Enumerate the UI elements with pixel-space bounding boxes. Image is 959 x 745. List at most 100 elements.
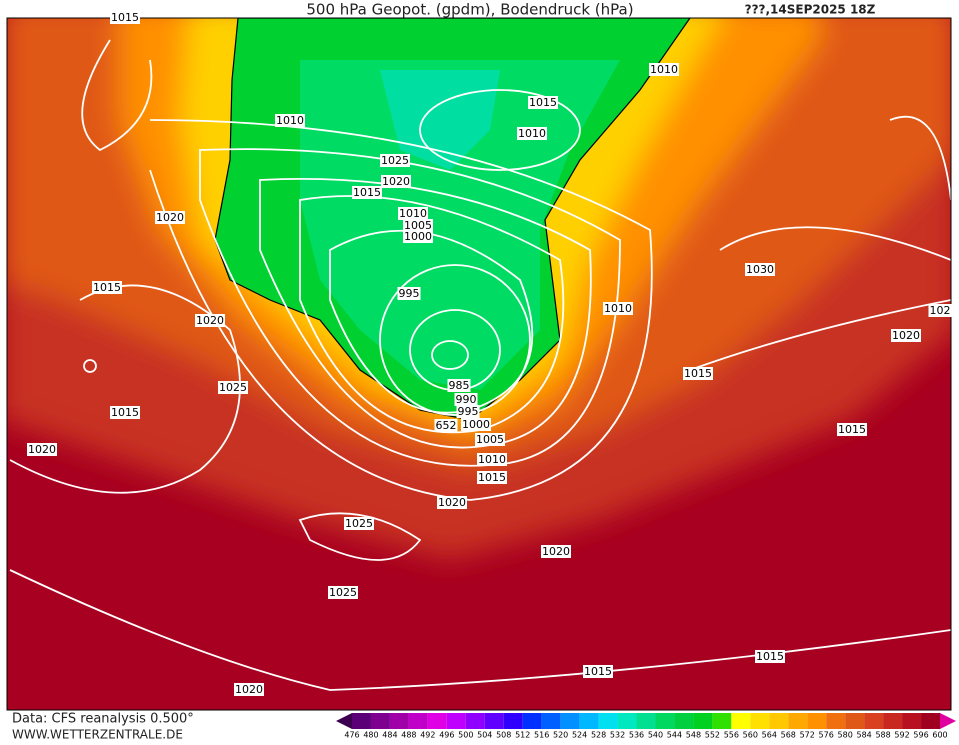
colorbar-swatch [408, 713, 428, 729]
isobar-label-bg [683, 367, 713, 380]
colorbar-swatch [465, 713, 485, 729]
isobar-label-bg [434, 419, 458, 432]
colorbar-label: 516 [534, 731, 549, 740]
colorbar-swatch [503, 713, 523, 729]
website: WWW.WETTERZENTRALE.DE [12, 728, 183, 742]
isobar-label-bg [195, 314, 225, 327]
colorbar-label: 488 [401, 731, 416, 740]
colorbar-label: 480 [363, 731, 378, 740]
isobar-label: 1015 [111, 406, 139, 419]
isobar-label: 1010 [518, 127, 546, 140]
colorbar-label: 552 [705, 731, 720, 740]
colorbar-end [336, 713, 352, 729]
isobar-label: 1015 [684, 367, 712, 380]
colorbar-swatch [750, 713, 770, 729]
isobar-label-bg [461, 418, 491, 431]
isobar-label-bg [649, 63, 679, 76]
isobar-label-bg [475, 433, 505, 446]
isobar-label: 1010 [478, 453, 506, 466]
colorbar-label: 520 [553, 731, 568, 740]
colorbar-swatch [693, 713, 713, 729]
colorbar-label: 584 [856, 731, 871, 740]
isobar-label-bg [380, 154, 410, 167]
isobar-label: 1000 [462, 418, 490, 431]
isobar-label-bg [27, 443, 57, 456]
colorbar-swatch [769, 713, 789, 729]
colorbar-swatch [617, 713, 637, 729]
colorbar-swatch [864, 713, 884, 729]
isobar-label: 1015 [529, 96, 557, 109]
colorbar-label: 580 [838, 731, 853, 740]
colorbar-label: 496 [439, 731, 454, 740]
colorbar-label: 492 [420, 731, 435, 740]
isobar-label-bg [891, 329, 921, 342]
colorbar-label: 512 [515, 731, 530, 740]
colorbar-swatch [598, 713, 618, 729]
colorbar-swatch [522, 713, 542, 729]
isobar-label: 990 [456, 393, 477, 406]
isobar-label: 1020 [28, 443, 56, 456]
isobar-label: 1020 [156, 211, 184, 224]
isobar-label-bg [928, 304, 952, 317]
isobar-label: 1015 [584, 665, 612, 678]
isobar-label: 1020 [438, 496, 466, 509]
isobar-label-bg [437, 496, 467, 509]
isobar-label-bg [234, 683, 264, 696]
isobar-label: 1005 [476, 433, 504, 446]
isobar-label-bg [218, 381, 248, 394]
colorbar-label: 524 [572, 731, 587, 740]
isobar-label-bg [352, 186, 382, 199]
isobar-label-bg [110, 406, 140, 419]
colorbar-swatch [427, 713, 447, 729]
colorbar-swatch [674, 713, 694, 729]
map-frame [6, 17, 952, 711]
colorbar-label: 528 [591, 731, 606, 740]
isobar-label-bg [447, 379, 471, 392]
colorbar-label: 548 [686, 731, 701, 740]
colorbar-label: 592 [894, 731, 909, 740]
isobar-label: 985 [449, 379, 470, 392]
isobar-label: 1015 [478, 471, 506, 484]
isobar-label: 1015 [838, 423, 866, 436]
isobar-label: 1020 [196, 314, 224, 327]
isobar-label-bg [477, 453, 507, 466]
isobar-labels: 1015101010101015101010251020101510101005… [27, 11, 952, 696]
colorbar-swatch [484, 713, 504, 729]
isobar-label-bg [403, 230, 433, 243]
isobar-label: 1015 [756, 650, 784, 663]
isobar-label-bg [381, 175, 411, 188]
isobar-label-bg [541, 545, 571, 558]
isobar-label: 1015 [353, 186, 381, 199]
colorbar-swatch [807, 713, 827, 729]
isobar-label: 1010 [604, 302, 632, 315]
colorbar-swatch [541, 713, 561, 729]
colorbar-label: 532 [610, 731, 625, 740]
isobar-label: 1025 [381, 154, 409, 167]
isobar-label: 995 [458, 405, 479, 418]
colorbar-swatch [883, 713, 903, 729]
map-title: 500 hPa Geopot. (gpdm), Bodendruck (hPa) [306, 1, 633, 19]
isobar-label-bg [155, 211, 185, 224]
colorbar-swatch [826, 713, 846, 729]
isobar-label: 1015 [93, 281, 121, 294]
isobar-label-bg [755, 650, 785, 663]
colorbar-label: 564 [762, 731, 777, 740]
colorbar-swatch [446, 713, 466, 729]
colorbar-label: 572 [800, 731, 815, 740]
isobar-label-bg [397, 287, 421, 300]
isobar-label: 1025 [219, 381, 247, 394]
colorbar-label: 556 [724, 731, 739, 740]
isobar-label-bg [603, 302, 633, 315]
colorbar-label: 536 [629, 731, 644, 740]
colorbar-label: 576 [819, 731, 834, 740]
isobar-label: 1020 [235, 683, 263, 696]
isobar-label: 1020 [382, 175, 410, 188]
isobar-label: 1020 [892, 329, 920, 342]
isobar-label: 102 [930, 304, 951, 317]
isobar-label: 1000 [404, 230, 432, 243]
isobar-label: 1015 [111, 11, 139, 24]
colorbar-swatch [655, 713, 675, 729]
map-date: ???,14SEP2025 18Z [745, 3, 876, 17]
colorbar-label: 540 [648, 731, 663, 740]
colorbar-label: 600 [932, 731, 947, 740]
